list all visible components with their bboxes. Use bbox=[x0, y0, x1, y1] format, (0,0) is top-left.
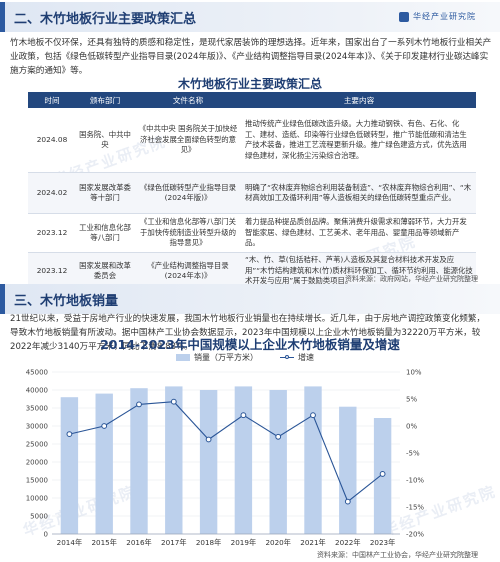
y-right-tick-label: -15% bbox=[406, 504, 424, 512]
section-paragraph: 21世纪以来，受益于房地产行业的快速发展，我国木竹地板行业销量也在持续增长。近几… bbox=[10, 314, 486, 352]
growth-point bbox=[344, 498, 351, 505]
x-tick-label: 2021年 bbox=[300, 538, 325, 547]
legend-swatch-bar bbox=[176, 354, 190, 361]
cell-content: 明确了“农林废弃物综合利用装备制造”、“农林废弃物综合利用”、“木材高效加工及循… bbox=[242, 172, 476, 214]
y-left-tick-label: 15000 bbox=[26, 477, 48, 485]
chart-source: 资料来源：中国林产工业协会，华经产业研究院整理 bbox=[317, 551, 478, 559]
section-paragraph: 竹木地板不仅环保，还具有独特的质感和稳定性，是现代家居装饰的理想选择。近年来，国… bbox=[10, 38, 492, 76]
cell-dept: 国家发展和改革委员会 bbox=[76, 252, 134, 290]
legend-item-line: 增速 bbox=[280, 352, 314, 363]
section-title: 三、木竹地板销量 bbox=[14, 294, 119, 309]
x-tick-label: 2019年 bbox=[231, 538, 256, 547]
y-right-tick-label: -20% bbox=[406, 531, 424, 539]
brand-logo-icon bbox=[399, 11, 409, 22]
bar bbox=[95, 393, 113, 534]
table-header-row: 时间 颁布部门 文件名称 主要内容 bbox=[28, 92, 476, 108]
cell-content: “木、竹、草(包括秸秆、芦苇)人造板及其复合材料技术开发及应用”“木竹结构建筑和… bbox=[242, 252, 476, 290]
section-header-policy: 二、木竹地板行业主要政策汇总 华经产业研究院 bbox=[0, 2, 500, 32]
growth-point bbox=[379, 471, 386, 477]
cell-time: 2024.02 bbox=[28, 172, 76, 214]
chart-legend: 销量（万平方米） 增速 bbox=[176, 352, 314, 363]
table-header-cell: 主要内容 bbox=[242, 92, 476, 108]
table-title: 木竹地板行业主要政策汇总 bbox=[177, 77, 322, 91]
table-header-cell: 时间 bbox=[28, 92, 76, 108]
table-header-cell: 颁布部门 bbox=[76, 92, 134, 108]
y-left-tick-label: 10000 bbox=[26, 495, 48, 503]
section-title: 二、木竹地板行业主要政策汇总 bbox=[14, 12, 197, 27]
cell-time: 2023.12 bbox=[28, 213, 76, 253]
table-row: 2023.12 工业和信息化部等八部门 《工业和信息化部等八部门关于加快传统制造… bbox=[28, 213, 476, 253]
growth-point bbox=[275, 433, 282, 440]
y-left-tick-label: 45000 bbox=[26, 369, 48, 377]
x-tick-label: 2014年 bbox=[57, 538, 82, 547]
legend-label: 销量（万平方米） bbox=[194, 353, 258, 362]
growth-point bbox=[310, 412, 316, 419]
policy-table: 时间 颁布部门 文件名称 主要内容 2024.08 国务院、中共中央 《中共中央… bbox=[28, 92, 476, 290]
brand-logo: 华经产业研究院 bbox=[399, 11, 476, 22]
y-right-tick-label: 10% bbox=[406, 369, 422, 377]
cell-doc: 《绿色低碳转型产业指导目录(2024年版)》 bbox=[134, 172, 242, 214]
y-left-tick-label: 25000 bbox=[26, 441, 48, 449]
table-row: 2023.12 国家发展和改革委员会 《产业结构调整指导目录(2024年本)》 … bbox=[28, 252, 476, 290]
legend-item-bar: 销量（万平方米） bbox=[176, 352, 258, 363]
x-tick-label: 2018年 bbox=[196, 538, 221, 547]
legend-swatch-line bbox=[280, 354, 294, 361]
section-accent-bar bbox=[0, 284, 5, 314]
table-header-cell: 文件名称 bbox=[134, 92, 242, 108]
growth-point bbox=[205, 436, 212, 443]
bar bbox=[304, 386, 322, 534]
y-left-tick-label: 40000 bbox=[26, 387, 48, 395]
y-right-tick-label: -5% bbox=[406, 450, 420, 458]
brand-logo-text: 华经产业研究院 bbox=[413, 12, 476, 21]
table-row: 2024.08 国务院、中共中央 《中共中央 国务院关于加快经济社会发展全面绿色… bbox=[28, 108, 476, 173]
cell-dept: 工业和信息化部等八部门 bbox=[76, 213, 134, 253]
cell-dept: 国务院、中共中央 bbox=[76, 108, 134, 173]
cell-time: 2024.08 bbox=[28, 108, 76, 173]
x-tick-label: 2020年 bbox=[265, 538, 290, 547]
bar bbox=[339, 406, 357, 534]
bar bbox=[269, 390, 287, 534]
section-header-sales: 三、木竹地板销量 bbox=[0, 284, 500, 314]
sales-chart: 0 5000 10000 15000 20000 25000 30000 35000 40000… bbox=[26, 369, 425, 548]
cell-content: 推动传统产业绿色低碳改造升级。大力推动钢铁、有色、石化、化工、建材、造纸、印染等… bbox=[242, 108, 476, 173]
y-right-tick-label: 0% bbox=[406, 423, 417, 431]
growth-point bbox=[66, 431, 73, 437]
y-left-tick-label: 5000 bbox=[30, 513, 48, 521]
chart-title: 2014-2023年中国规模以上企业木竹地板销量及增速 bbox=[100, 337, 400, 352]
bar bbox=[165, 386, 183, 534]
x-tick-label: 2022年 bbox=[335, 538, 360, 547]
cell-time: 2023.12 bbox=[28, 252, 76, 290]
bar bbox=[130, 388, 148, 534]
x-tick-label: 2016年 bbox=[126, 538, 151, 547]
growth-point bbox=[101, 423, 108, 429]
growth-point bbox=[240, 412, 247, 419]
cell-doc: 《工业和信息化部等八部门关于加快传统制造业转型升级的指导意见》 bbox=[134, 213, 242, 253]
growth-line bbox=[69, 401, 383, 503]
cell-content: 着力提品种提品质创品牌。聚焦消费升级需求和薄弱环节，大力开发智能家居、绿色建材、… bbox=[242, 213, 476, 253]
growth-point bbox=[136, 401, 142, 408]
table-source: 资料来源：政府网站，华经产业研究院整理 bbox=[345, 275, 478, 283]
legend-label: 增速 bbox=[298, 353, 314, 362]
y-right-tick-label: -10% bbox=[406, 477, 424, 485]
y-left-tick-label: 35000 bbox=[26, 405, 48, 413]
cell-doc: 《产业结构调整指导目录(2024年本)》 bbox=[134, 252, 242, 290]
x-tick-label: 2023年 bbox=[370, 538, 395, 547]
growth-point bbox=[170, 398, 177, 405]
cell-dept: 国家发展改革委等十部门 bbox=[76, 172, 134, 214]
y-left-tick-label: 30000 bbox=[26, 423, 48, 431]
x-tick-label: 2017年 bbox=[161, 538, 186, 547]
y-right-tick-label: 5% bbox=[406, 396, 417, 404]
bar bbox=[60, 397, 79, 534]
cell-doc: 《中共中央 国务院关于加快经济社会发展全面绿色转型的意见》 bbox=[134, 108, 242, 173]
x-tick-label: 2015年 bbox=[91, 538, 116, 547]
section-accent-bar bbox=[0, 2, 5, 32]
y-left-tick-label: 20000 bbox=[26, 459, 48, 467]
y-left-tick-label: 0 bbox=[44, 531, 48, 539]
table-row: 2024.02 国家发展改革委等十部门 《绿色低碳转型产业指导目录(2024年版… bbox=[28, 172, 476, 214]
bar bbox=[199, 390, 218, 534]
bar bbox=[234, 386, 253, 534]
